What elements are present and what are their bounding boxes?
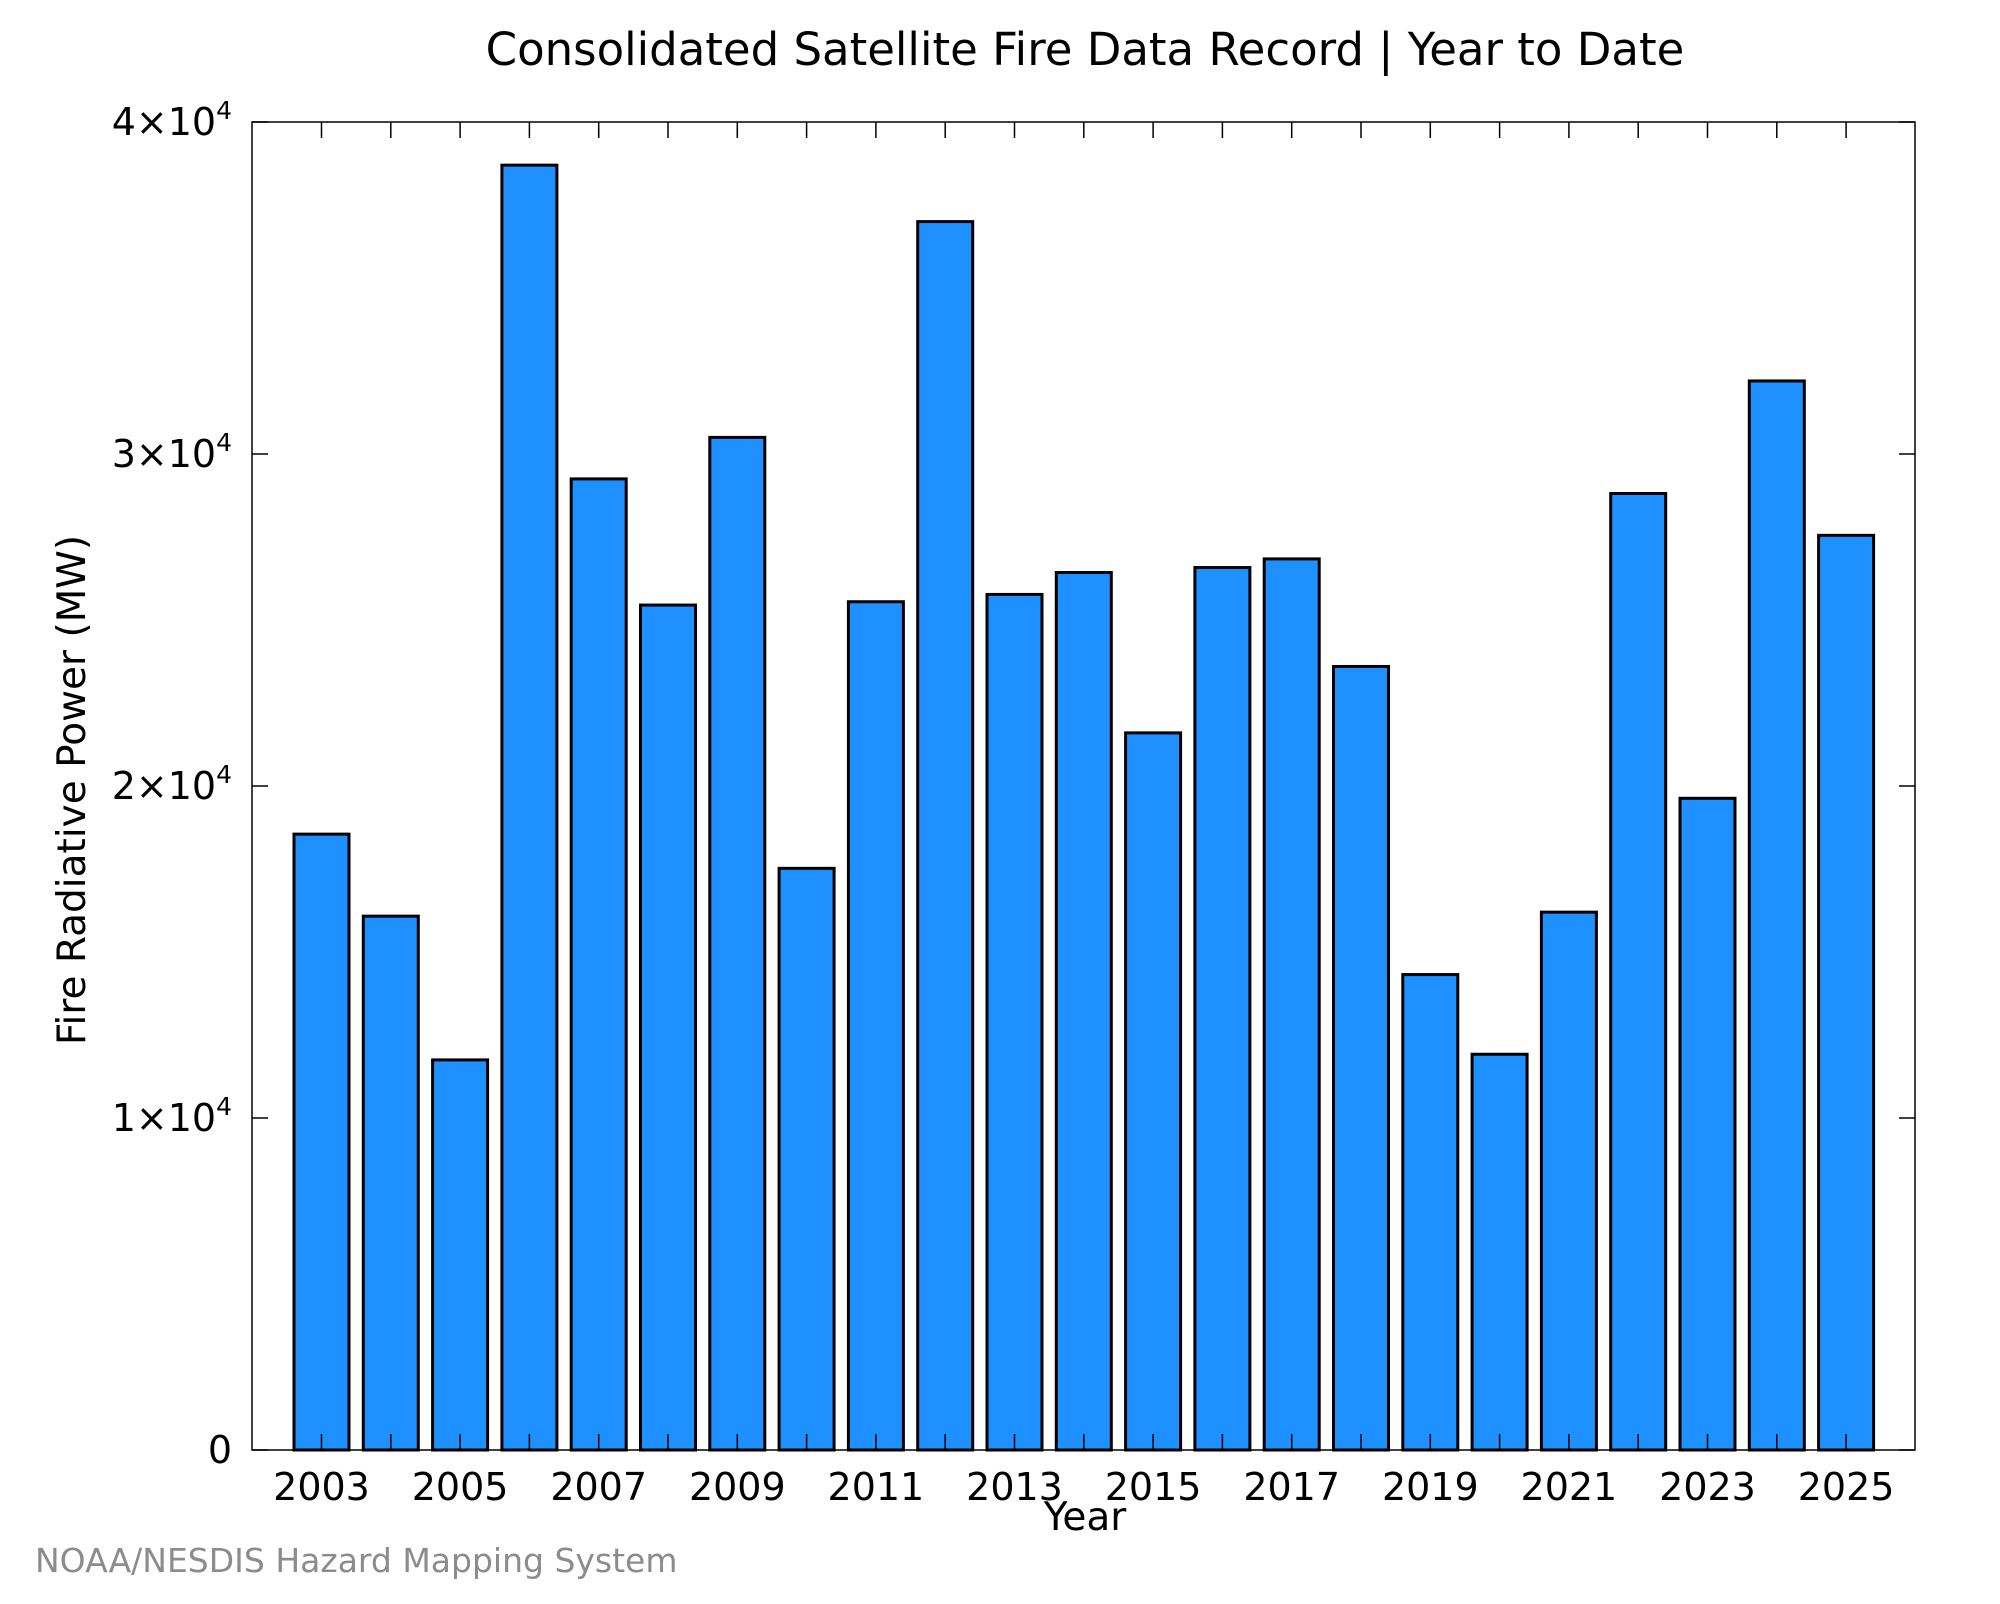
bars-layer <box>292 163 1876 1452</box>
bar-2019 <box>1401 973 1460 1452</box>
x-tick-label: 2007 <box>550 1465 647 1509</box>
x-tick-label: 2021 <box>1521 1465 1618 1509</box>
bar-2018 <box>1332 664 1390 1452</box>
bar-2025 <box>1817 533 1876 1452</box>
bar-2016 <box>1193 566 1252 1452</box>
axes-layer: 0 1×104 2×104 3×104 4×104 2003 2005 2007 2009 201… <box>112 96 1916 1509</box>
bar-2020 <box>1470 1052 1529 1452</box>
bar-2003 <box>292 832 351 1452</box>
chart-title: Consolidated Satellite Fire Data Record … <box>486 23 1685 76</box>
bar-2015 <box>1124 731 1183 1452</box>
y-tick-label: 4×104 <box>112 96 232 144</box>
x-tick-label: 2003 <box>273 1465 370 1509</box>
y-tick-label: 1×104 <box>112 1092 232 1140</box>
x-axis-label: Year <box>1043 1495 1128 1540</box>
bar-2017 <box>1262 557 1321 1452</box>
bar-2023 <box>1678 796 1737 1452</box>
y-tick-label: 0 <box>208 1428 232 1472</box>
bar-2005 <box>431 1058 490 1452</box>
bar-2008 <box>639 603 697 1452</box>
bar-2012 <box>916 220 975 1452</box>
x-tick-label: 2023 <box>1659 1465 1756 1509</box>
x-tick-label: 2011 <box>828 1465 925 1509</box>
y-tick-label: 3×104 <box>112 428 232 476</box>
bar-2014 <box>1054 571 1113 1452</box>
x-tick-label: 2005 <box>412 1465 509 1509</box>
x-tick-label: 2019 <box>1382 1465 1479 1509</box>
y-tick-label: 2×104 <box>112 760 232 808</box>
x-tick-label: 2009 <box>689 1465 786 1509</box>
bar-2013 <box>985 592 1044 1452</box>
bar-2024 <box>1747 379 1806 1452</box>
bar-2006 <box>500 163 559 1452</box>
y-axis-label: Fire Radiative Power (MW) <box>50 535 95 1045</box>
x-tick-label: 2025 <box>1798 1465 1895 1509</box>
x-tick-label: 2013 <box>966 1465 1063 1509</box>
bar-2009 <box>708 435 767 1452</box>
source-credit: NOAA/NESDIS Hazard Mapping System <box>35 1541 678 1580</box>
bar-2021 <box>1539 910 1598 1452</box>
bar-2022 <box>1609 492 1668 1452</box>
x-tick-label: 2017 <box>1243 1465 1340 1509</box>
x-tick-label: 2015 <box>1105 1465 1202 1509</box>
bar-2010 <box>777 866 836 1452</box>
bar-2007 <box>569 477 628 1452</box>
bar-2011 <box>846 600 905 1452</box>
bar-2004 <box>361 914 420 1452</box>
